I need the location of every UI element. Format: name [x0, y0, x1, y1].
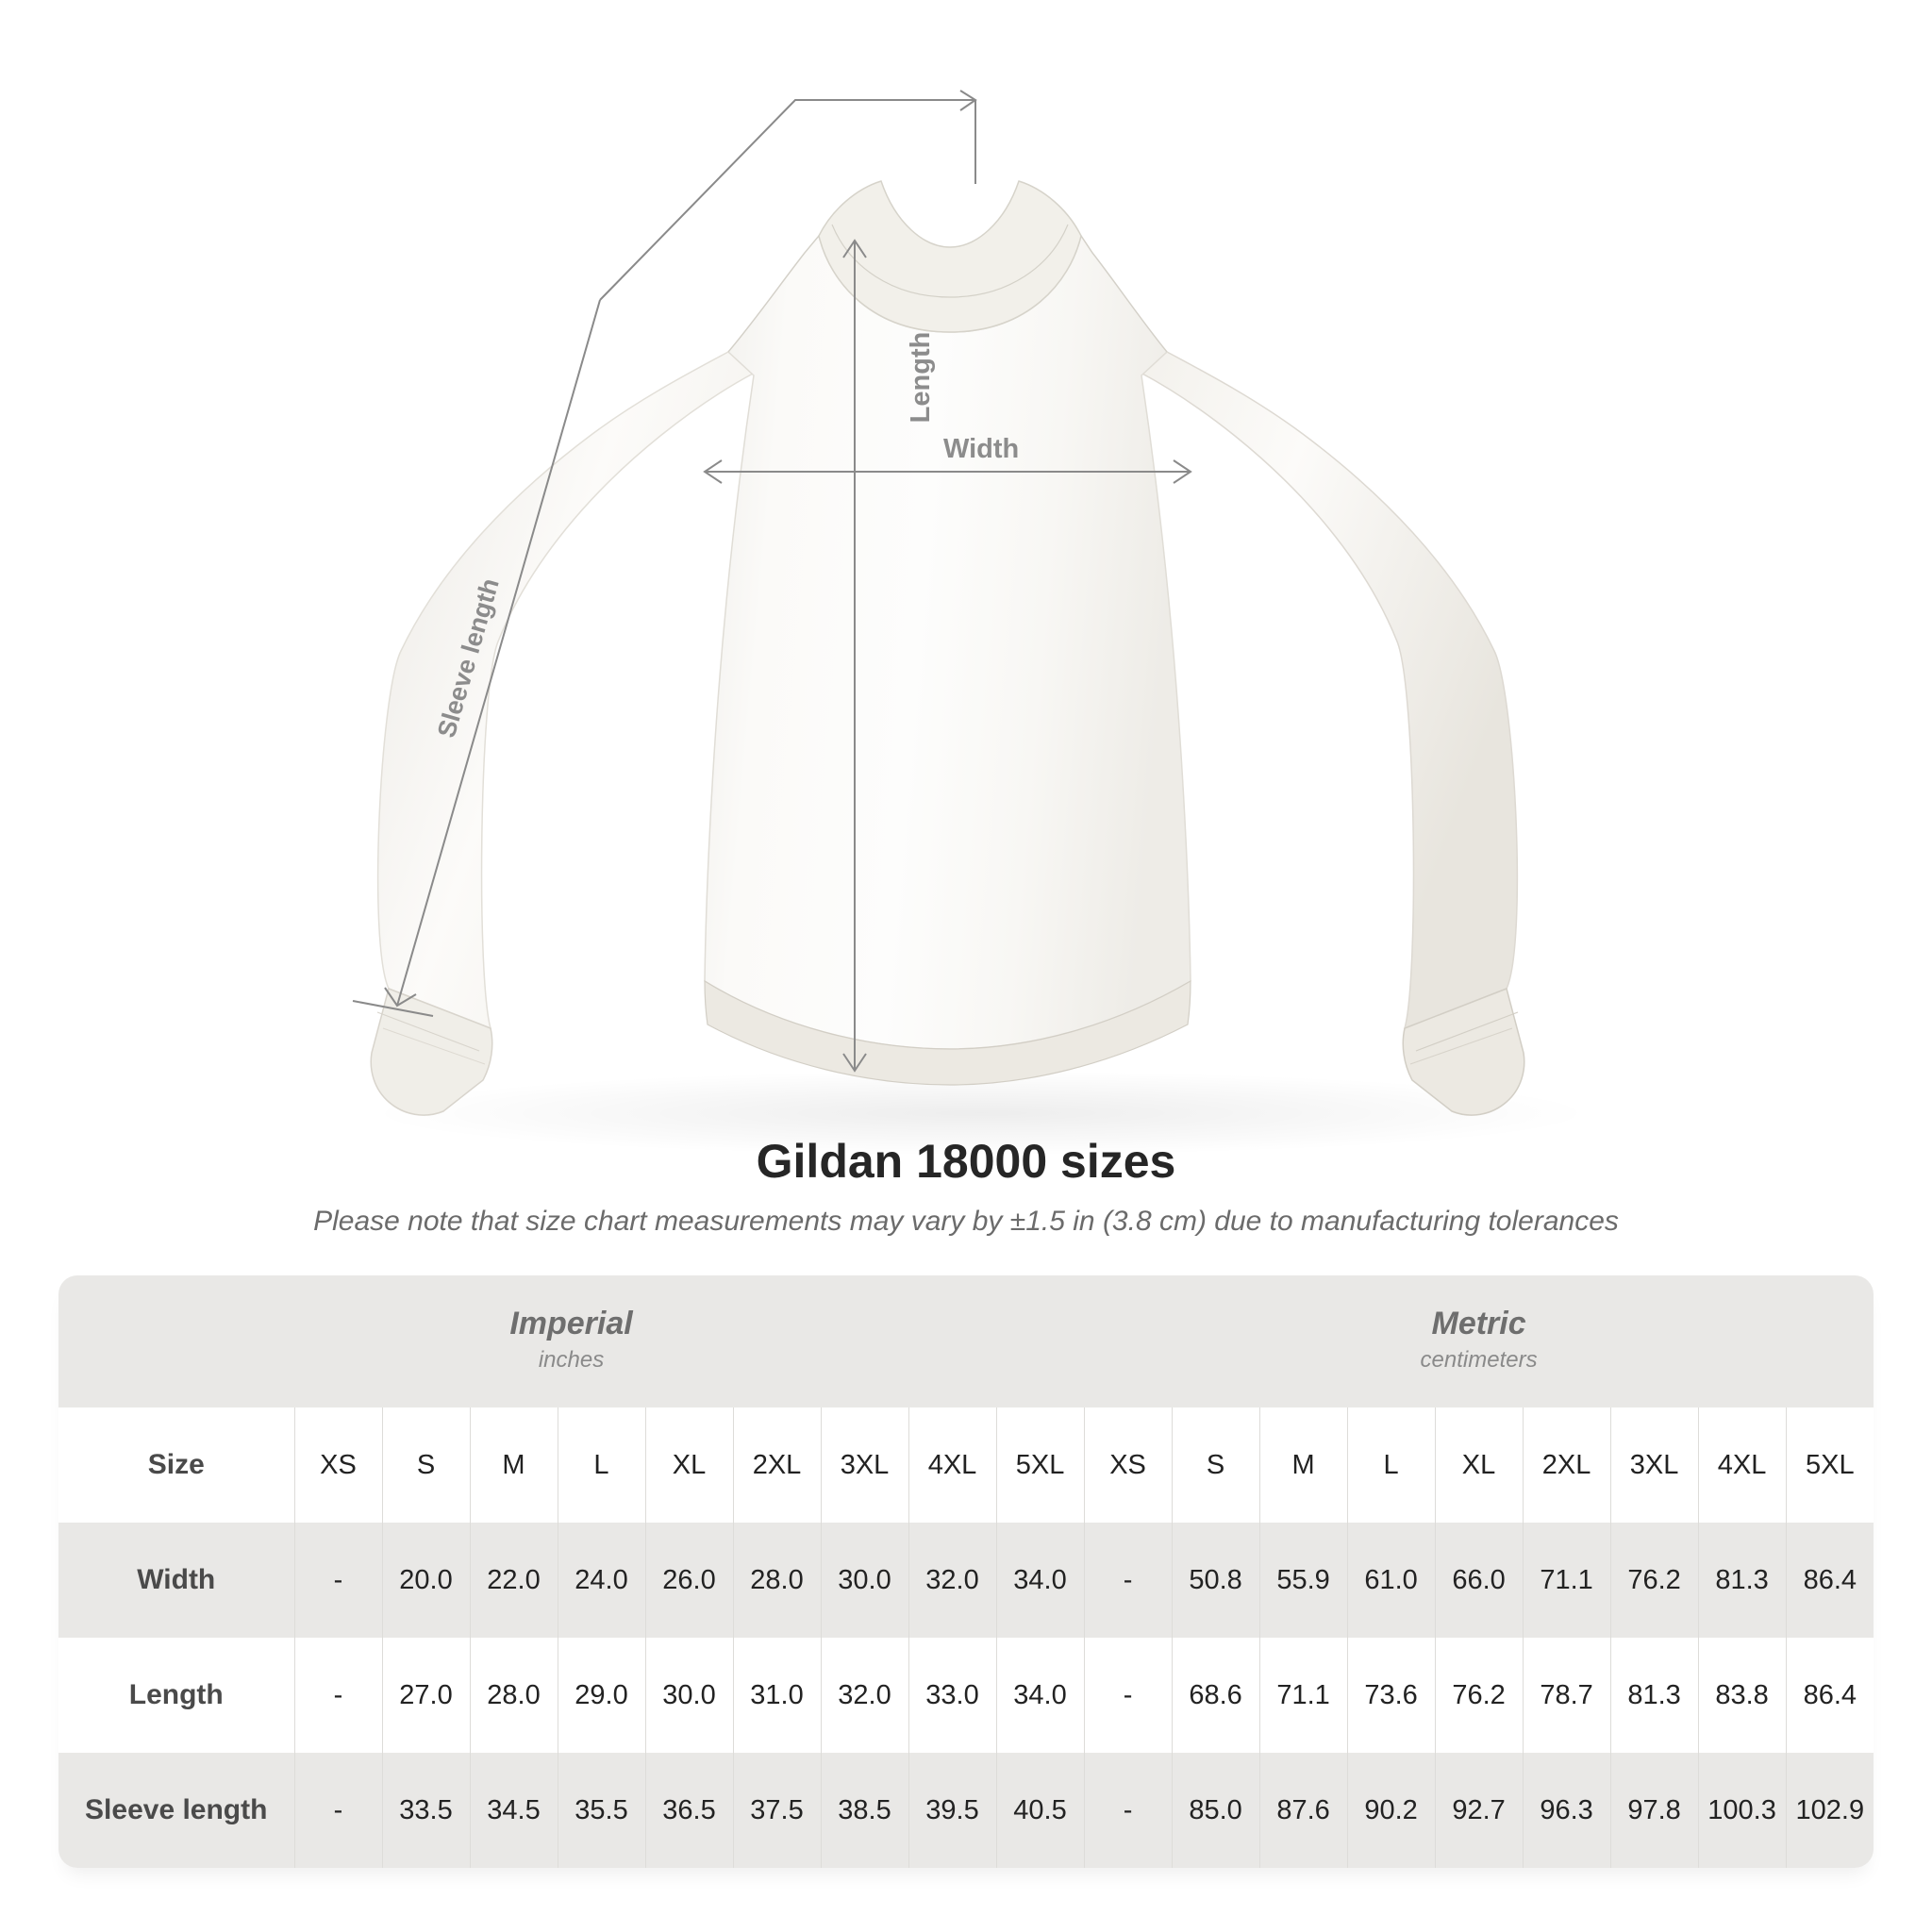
svg-text:Length: Length: [906, 332, 936, 424]
svg-text:Width: Width: [943, 434, 1019, 464]
